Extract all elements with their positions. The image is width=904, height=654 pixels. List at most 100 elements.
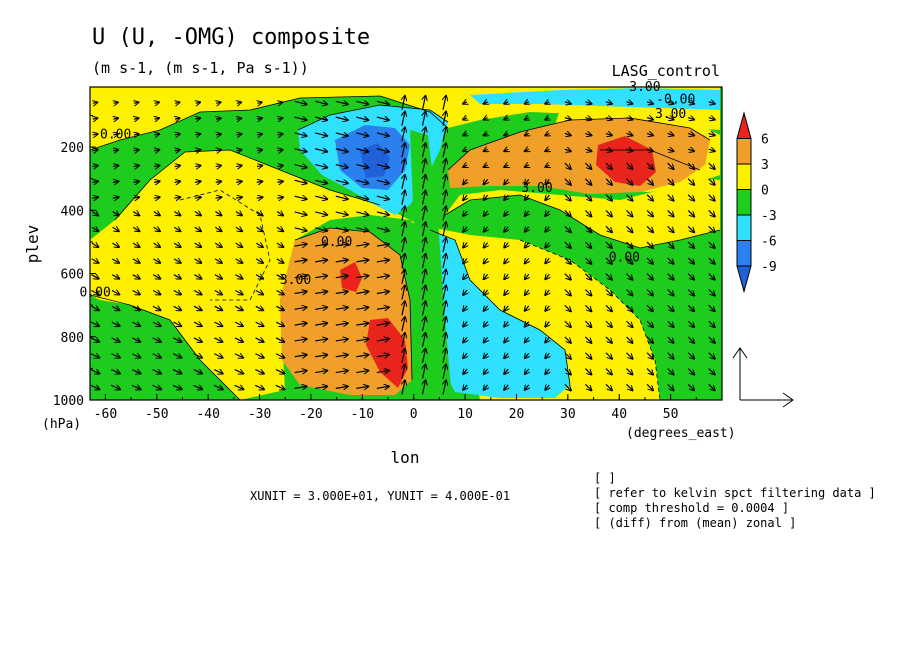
wind-vector bbox=[315, 149, 327, 152]
wind-vector bbox=[402, 143, 405, 158]
wind-vector bbox=[687, 320, 694, 327]
wind-vector bbox=[215, 197, 222, 198]
wind-vector bbox=[335, 323, 348, 325]
wind-vector bbox=[626, 225, 633, 232]
wind-vector bbox=[525, 306, 529, 311]
wind-vector bbox=[463, 353, 467, 358]
wind-vector bbox=[504, 369, 508, 374]
wind-vector bbox=[113, 118, 118, 119]
wind-vector bbox=[277, 166, 282, 167]
wind-vector bbox=[216, 150, 221, 151]
wind-vector bbox=[708, 257, 715, 264]
wind-vector bbox=[294, 276, 307, 278]
wind-vector bbox=[564, 102, 571, 104]
wind-vector bbox=[194, 227, 201, 231]
wind-vector bbox=[294, 212, 307, 215]
wind-vector bbox=[335, 149, 348, 152]
wind-vector bbox=[275, 354, 284, 358]
wind-vector bbox=[443, 96, 446, 110]
wind-vector bbox=[525, 322, 529, 327]
wind-vector bbox=[687, 102, 694, 104]
wind-vector bbox=[504, 290, 508, 295]
wind-vector bbox=[484, 290, 488, 295]
wind-vector bbox=[443, 365, 446, 379]
wind-vector bbox=[646, 383, 653, 390]
wind-vector bbox=[443, 286, 446, 300]
wind-vector bbox=[356, 276, 368, 278]
wind-vector bbox=[92, 197, 98, 198]
x-tick-label: -20 bbox=[299, 407, 322, 422]
wind-vector bbox=[402, 270, 405, 284]
wind-vector bbox=[173, 211, 180, 215]
wind-vector bbox=[422, 159, 425, 174]
wind-vector bbox=[708, 289, 715, 296]
wind-vector bbox=[194, 275, 201, 279]
x-unit-label: (degrees_east) bbox=[626, 426, 736, 441]
wind-vector bbox=[402, 301, 405, 316]
wind-vector bbox=[132, 291, 140, 295]
wind-vector bbox=[687, 194, 694, 201]
wind-vector bbox=[545, 306, 549, 311]
wind-vector bbox=[294, 355, 307, 357]
wind-vector bbox=[687, 178, 694, 185]
wind-vector bbox=[564, 257, 571, 264]
wind-vector bbox=[234, 306, 243, 310]
wind-vector bbox=[257, 166, 262, 167]
contour-label: 0.00 bbox=[609, 251, 640, 266]
y-tick-label: 1000 bbox=[53, 394, 84, 409]
wind-vector bbox=[525, 369, 529, 374]
wind-vector bbox=[376, 165, 389, 168]
wind-vector bbox=[545, 102, 549, 104]
wind-vector bbox=[667, 133, 674, 135]
wind-vector bbox=[564, 194, 571, 201]
wind-vector bbox=[422, 238, 425, 253]
wind-vector bbox=[335, 228, 348, 231]
wind-vector bbox=[646, 273, 653, 280]
wind-vector bbox=[235, 291, 242, 295]
wind-vector bbox=[112, 243, 119, 247]
x-tick-label: 50 bbox=[663, 407, 679, 422]
wind-vector bbox=[584, 162, 591, 169]
wind-vector bbox=[504, 385, 508, 390]
wind-vector bbox=[708, 225, 715, 232]
wind-vector bbox=[112, 197, 119, 198]
wind-vector bbox=[708, 194, 715, 201]
wind-vectors bbox=[90, 96, 715, 395]
wind-vector bbox=[708, 368, 715, 375]
wind-vector bbox=[255, 338, 264, 342]
wind-vector bbox=[134, 102, 138, 103]
wind-vector bbox=[422, 222, 425, 237]
wind-vector bbox=[196, 118, 201, 119]
wind-vector bbox=[443, 317, 446, 332]
wind-vector bbox=[153, 243, 161, 247]
wind-vector bbox=[195, 150, 200, 151]
wind-vector bbox=[646, 225, 653, 232]
wind-vector bbox=[356, 149, 368, 152]
wind-vector bbox=[234, 370, 244, 374]
wind-vector bbox=[626, 194, 633, 201]
wind-vector bbox=[234, 354, 243, 358]
wind-vector bbox=[174, 181, 181, 182]
wind-vector bbox=[196, 102, 200, 103]
wind-vector bbox=[402, 127, 405, 142]
wind-vector bbox=[564, 225, 571, 232]
wind-vector bbox=[335, 292, 348, 294]
contour-label: -0.00 bbox=[656, 93, 695, 108]
wind-vector bbox=[276, 211, 283, 215]
wind-vector bbox=[132, 306, 140, 310]
wind-vector bbox=[234, 322, 243, 326]
wind-vector bbox=[525, 133, 529, 135]
wind-vector bbox=[356, 355, 368, 357]
wind-vector bbox=[255, 259, 263, 263]
wind-vector bbox=[564, 289, 571, 296]
wind-vector bbox=[504, 227, 508, 232]
wind-vector bbox=[111, 338, 120, 342]
wind-vector bbox=[376, 276, 389, 278]
wind-vector bbox=[90, 354, 99, 358]
wind-vector bbox=[111, 306, 120, 310]
wind-vector bbox=[376, 355, 389, 357]
wind-vector bbox=[443, 380, 446, 395]
wind-vector bbox=[687, 273, 694, 280]
wind-vector bbox=[356, 101, 368, 104]
wind-vector bbox=[646, 210, 653, 216]
